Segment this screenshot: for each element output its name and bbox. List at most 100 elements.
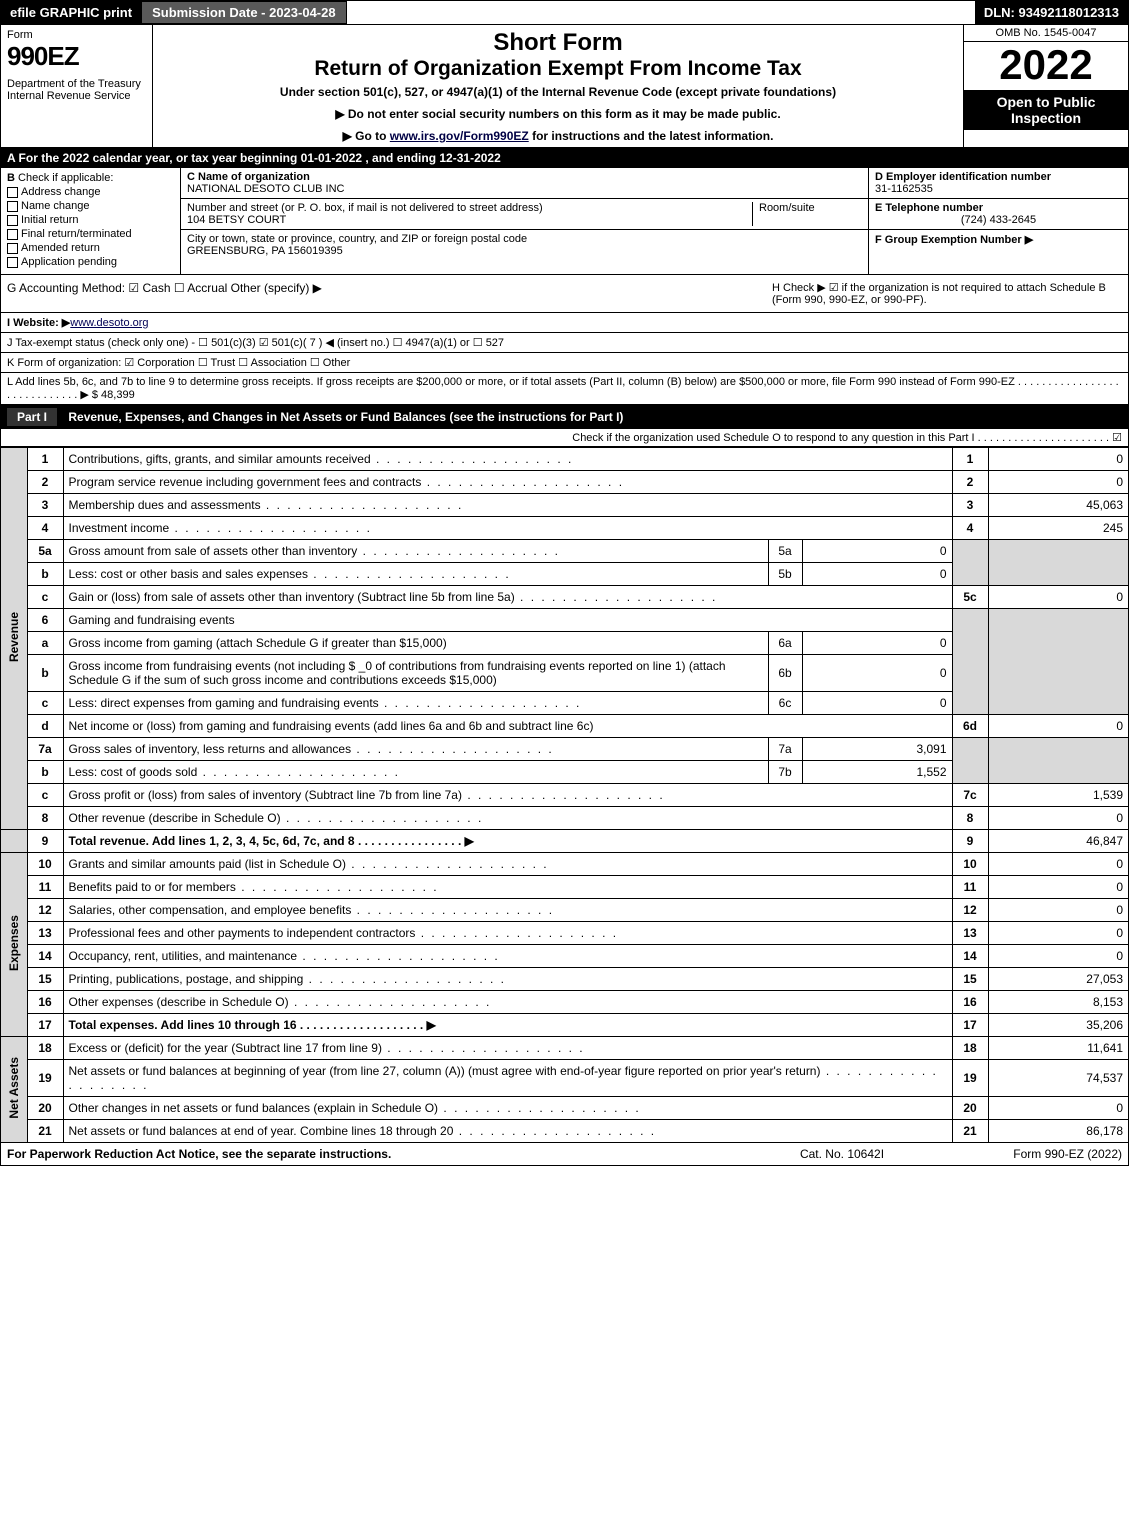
- checkbox-application-pending[interactable]: Application pending: [7, 256, 174, 268]
- line-9-num: 9: [27, 830, 63, 853]
- line-14-num: 14: [27, 945, 63, 968]
- phone-value: (724) 433-2645: [875, 214, 1122, 226]
- line-12-ref: 12: [952, 899, 988, 922]
- form-header: Form 990EZ Department of the Treasury In…: [1, 25, 1128, 148]
- line-16-num: 16: [27, 991, 63, 1014]
- line-5b-num: b: [27, 563, 63, 586]
- line-17-ref: 17: [952, 1014, 988, 1037]
- line-5c-desc: Gain or (loss) from sale of assets other…: [63, 586, 952, 609]
- tax-okay-status: J Tax-exempt status (check only one) - ☐…: [1, 333, 1128, 353]
- checkbox-final-return[interactable]: Final return/terminated: [7, 228, 174, 240]
- line-11-desc: Benefits paid to or for members: [63, 876, 952, 899]
- form-number: 990EZ: [7, 41, 146, 72]
- checkbox-amended-return[interactable]: Amended return: [7, 242, 174, 254]
- line-6c-sub: 6c: [768, 692, 802, 715]
- line-4-num: 4: [27, 517, 63, 540]
- tax-year: 2022: [964, 42, 1128, 90]
- line-2-amt: 0: [988, 471, 1128, 494]
- line-6b-sub: 6b: [768, 655, 802, 692]
- line-19-ref: 19: [952, 1060, 988, 1097]
- block-b-check-label: Check if applicable:: [18, 172, 113, 184]
- netassets-vlabel: Net Assets: [7, 1057, 21, 1119]
- checkbox-name-change[interactable]: Name change: [7, 200, 174, 212]
- line-19-num: 19: [27, 1060, 63, 1097]
- line-4-ref: 4: [952, 517, 988, 540]
- line-2-num: 2: [27, 471, 63, 494]
- page-footer: For Paperwork Reduction Act Notice, see …: [1, 1142, 1128, 1165]
- room-suite-label: Room/suite: [759, 202, 815, 214]
- line-18-amt: 11,641: [988, 1037, 1128, 1060]
- checkbox-address-change[interactable]: Address change: [7, 186, 174, 198]
- line-16-ref: 16: [952, 991, 988, 1014]
- form-subtitle: Under section 501(c), 527, or 4947(a)(1)…: [159, 85, 957, 99]
- line-5c-num: c: [27, 586, 63, 609]
- efile-button[interactable]: efile GRAPHIC print: [1, 1, 141, 24]
- line-14-desc: Occupancy, rent, utilities, and maintena…: [63, 945, 952, 968]
- line-6a-num: a: [27, 632, 63, 655]
- line-5a-num: 5a: [27, 540, 63, 563]
- block-c-street-label: Number and street (or P. O. box, if mail…: [187, 202, 543, 214]
- line-17-desc: Total expenses. Add lines 10 through 16 …: [63, 1014, 952, 1037]
- part-1-header: Part I Revenue, Expenses, and Changes in…: [1, 405, 1128, 429]
- line-6d-amt: 0: [988, 715, 1128, 738]
- line-15-ref: 15: [952, 968, 988, 991]
- line-6a-sub: 6a: [768, 632, 802, 655]
- irs-link[interactable]: www.irs.gov/Form990EZ: [390, 129, 529, 143]
- section-a-dates: A For the 2022 calendar year, or tax yea…: [1, 148, 1128, 168]
- line-6c-num: c: [27, 692, 63, 715]
- expenses-vlabel: Expenses: [7, 915, 21, 971]
- line-8-desc: Other revenue (describe in Schedule O): [63, 807, 952, 830]
- line-3-num: 3: [27, 494, 63, 517]
- lines-table: Revenue 1 Contributions, gifts, grants, …: [1, 447, 1128, 1142]
- line-6a-subamt: 0: [802, 632, 952, 655]
- org-name: NATIONAL DESOTO CLUB INC: [187, 183, 345, 195]
- block-bcde: B Check if applicable: Address change Na…: [1, 168, 1128, 275]
- line-16-desc: Other expenses (describe in Schedule O): [63, 991, 952, 1014]
- line-20-amt: 0: [988, 1097, 1128, 1120]
- website-line: I Website: ▶www.desoto.org: [1, 313, 1128, 333]
- line-6-desc: Gaming and fundraising events: [63, 609, 952, 632]
- line-9-ref: 9: [952, 830, 988, 853]
- form-word: Form: [7, 29, 146, 41]
- line-13-amt: 0: [988, 922, 1128, 945]
- line-15-amt: 27,053: [988, 968, 1128, 991]
- line-7c-ref: 7c: [952, 784, 988, 807]
- form-note-link: ▶ Go to www.irs.gov/Form990EZ for instru…: [159, 129, 957, 143]
- line-12-num: 12: [27, 899, 63, 922]
- line-13-num: 13: [27, 922, 63, 945]
- submission-date: Submission Date - 2023-04-28: [141, 1, 347, 24]
- line-l-gross-receipts: L Add lines 5b, 6c, and 7b to line 9 to …: [1, 373, 1128, 405]
- line-3-desc: Membership dues and assessments: [63, 494, 952, 517]
- line-6b-desc: Gross income from fundraising events (no…: [63, 655, 768, 692]
- line-7c-amt: 1,539: [988, 784, 1128, 807]
- line-15-desc: Printing, publications, postage, and shi…: [63, 968, 952, 991]
- line-11-num: 11: [27, 876, 63, 899]
- line-1-desc: Contributions, gifts, grants, and simila…: [63, 448, 952, 471]
- line-5b-subamt: 0: [802, 563, 952, 586]
- line-4-amt: 245: [988, 517, 1128, 540]
- line-5b-desc: Less: cost or other basis and sales expe…: [63, 563, 768, 586]
- line-1-amt: 0: [988, 448, 1128, 471]
- line-5a-sub: 5a: [768, 540, 802, 563]
- block-b-letter: B: [7, 172, 15, 184]
- line-7b-subamt: 1,552: [802, 761, 952, 784]
- line-11-ref: 11: [952, 876, 988, 899]
- line-18-ref: 18: [952, 1037, 988, 1060]
- form-title-short: Short Form: [159, 29, 957, 57]
- block-c-city-label: City or town, state or province, country…: [187, 233, 527, 245]
- schedule-b-check: H Check ▶ ☑ if the organization is not r…: [772, 281, 1122, 306]
- line-7a-num: 7a: [27, 738, 63, 761]
- line-1-num: 1: [27, 448, 63, 471]
- line-15-num: 15: [27, 968, 63, 991]
- checkbox-initial-return[interactable]: Initial return: [7, 214, 174, 226]
- line-6d-desc: Net income or (loss) from gaming and fun…: [63, 715, 952, 738]
- website-link[interactable]: www.desoto.org: [70, 317, 148, 329]
- line-9-amt: 46,847: [988, 830, 1128, 853]
- line-5c-amt: 0: [988, 586, 1128, 609]
- line-10-amt: 0: [988, 853, 1128, 876]
- dln-label: DLN: 93492118012313: [975, 1, 1128, 24]
- line-6b-subamt: 0: [802, 655, 952, 692]
- line-6c-subamt: 0: [802, 692, 952, 715]
- line-3-amt: 45,063: [988, 494, 1128, 517]
- line-20-num: 20: [27, 1097, 63, 1120]
